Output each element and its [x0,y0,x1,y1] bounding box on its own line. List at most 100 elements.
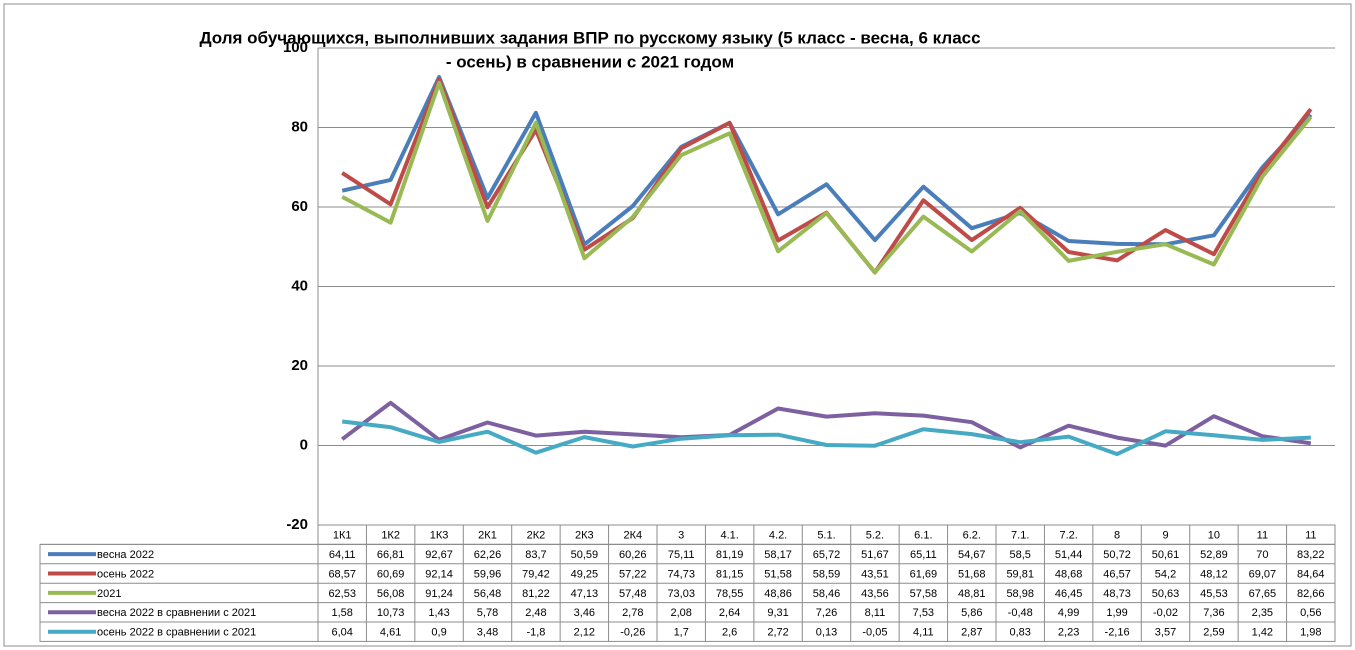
table-value: 74,73 [667,568,695,580]
table-value: 2,12 [574,627,595,639]
table-value: 46,45 [1055,588,1083,600]
table-value: 7,36 [1203,607,1224,619]
legend-label: осень 2022 в сравнении с 2021 [97,627,256,639]
table-value: -2,16 [1105,627,1130,639]
table-value: -0,48 [1008,607,1033,619]
table-value: 56,08 [377,588,405,600]
table-value: 7,26 [816,607,837,619]
table-value: 81,15 [716,568,744,580]
legend-label: осень 2022 [97,568,154,580]
table-value: 0,13 [816,627,837,639]
series-line [340,400,1312,450]
table-value: 81,22 [522,588,550,600]
table-value: 58,17 [764,549,792,561]
table-value: 50,61 [1152,549,1180,561]
table-value: 47,13 [571,588,599,600]
table-value: 48,68 [1055,568,1083,580]
table-value: 7,53 [913,607,934,619]
table-value: 1,98 [1300,627,1321,639]
table-value: 51,68 [958,568,986,580]
x-tick-label: 5.1. [817,530,835,542]
legend-label: 2021 [97,588,121,600]
table-value: 1,7 [674,627,689,639]
table-value: 1,43 [428,607,449,619]
table-value: 6,04 [332,627,353,639]
table-value: 92,67 [425,549,453,561]
table-value: 58,5 [1010,549,1031,561]
table-value: 2,48 [525,607,546,619]
table-value: 83,7 [525,549,546,561]
chart-title: Доля обучающихся, выполнивших задания ВП… [199,28,980,47]
table-value: 5,86 [961,607,982,619]
table-value: 61,69 [910,568,938,580]
x-tick-label: 4.2. [769,530,787,542]
table-value: 48,81 [958,588,986,600]
table-value: 79,42 [522,568,550,580]
table-value: 50,59 [571,549,599,561]
table-value: 70 [1256,549,1268,561]
table-value: 68,57 [328,568,356,580]
series-line [341,75,1313,247]
table-value: 73,03 [667,588,695,600]
series-line [341,80,1313,275]
table-value: 54,2 [1155,568,1176,580]
table-value: 2,08 [671,607,692,619]
table-value: 1,99 [1106,607,1127,619]
x-tick-label: 9 [1162,530,1168,542]
table-value: -0,26 [620,627,645,639]
table-value: 2,6 [722,627,737,639]
table-value: 60,69 [377,568,405,580]
table-value: 8,11 [865,607,886,619]
x-tick-label: 2К4 [623,530,642,542]
y-tick-label: 0 [300,436,308,453]
x-tick-label: 5.2. [866,530,884,542]
y-tick-label: -20 [286,516,308,533]
table-value: 43,56 [861,588,889,600]
table-value: 58,98 [1006,588,1034,600]
table-value: 69,07 [1249,568,1277,580]
x-tick-label: 11 [1257,530,1268,542]
x-tick-label: 4.1. [720,530,738,542]
table-value: 4,61 [380,627,401,639]
x-tick-label: 1К1 [333,530,352,542]
table-value: 58,46 [813,588,841,600]
table-value: 4,11 [913,627,934,639]
table-value: 59,96 [474,568,502,580]
x-tick-label: 7.1. [1011,530,1029,542]
table-value: 52,89 [1200,549,1228,561]
table-value: 60,26 [619,549,647,561]
table-value: 50,72 [1103,549,1131,561]
table-value: 3,46 [574,607,595,619]
table-value: 2,35 [1252,607,1273,619]
x-tick-label: 1К3 [430,530,449,542]
table-value: 3,48 [477,627,498,639]
x-tick-label: 6.1. [914,530,932,542]
table-value: 2,78 [622,607,643,619]
table-value: 51,58 [764,568,792,580]
chart-title: - осень) в сравнении с 2021 годом [446,52,734,71]
table-value: 78,55 [716,588,744,600]
table-value: 3,57 [1155,627,1176,639]
table-value: 62,53 [328,588,356,600]
table-value: 46,57 [1103,568,1131,580]
x-tick-label: 8 [1114,530,1120,542]
table-value: 59,81 [1006,568,1034,580]
table-value: 65,11 [910,549,937,561]
table-value: 62,26 [474,549,502,561]
table-value: 0,56 [1300,607,1321,619]
table-value: 58,59 [813,568,841,580]
table-value: 84,64 [1297,568,1325,580]
x-tick-label: 3 [678,530,684,542]
table-value: 83,22 [1297,549,1325,561]
table-value: 57,48 [619,588,647,600]
series-line [341,419,1311,457]
table-value: 9,31 [767,607,788,619]
x-tick-label: 2К2 [527,530,546,542]
table-value: 48,73 [1103,588,1131,600]
table-value: 56,48 [474,588,502,600]
table-value: 2,64 [719,607,740,619]
table-value: 43,51 [861,568,889,580]
table-value: 50,63 [1152,588,1180,600]
table-value: 67,65 [1249,588,1277,600]
